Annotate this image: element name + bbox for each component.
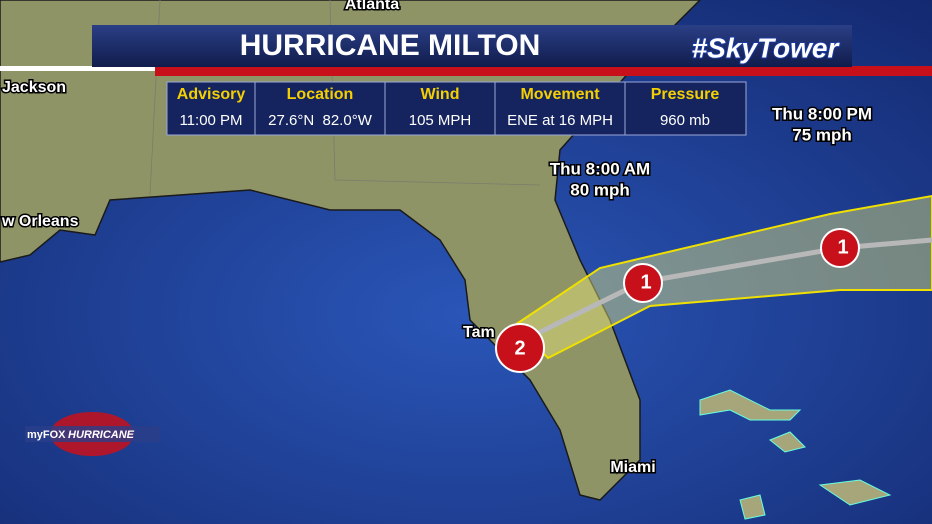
- city-label: Miami: [610, 459, 655, 476]
- forecast-time: Thu 8:00 PM: [772, 104, 872, 123]
- storm-category: 1: [640, 271, 651, 293]
- forecast-time: Thu 8:00 AM: [550, 159, 650, 178]
- islands: [699, 389, 892, 520]
- brand: #SkyTower: [692, 32, 841, 63]
- storm-category: 2: [514, 337, 525, 359]
- cell: 11:00 PM: [179, 112, 242, 129]
- city-label: w Orleans: [1, 213, 79, 230]
- logo-name: HURRICANE: [68, 429, 135, 441]
- info-table: Advisory Location Wind Movement Pressure…: [166, 81, 747, 136]
- accent-line: [155, 66, 932, 76]
- title-bar: [92, 25, 852, 67]
- title: HURRICANE MILTON: [240, 29, 541, 62]
- forecast-storm: 1: [820, 228, 860, 268]
- city-label: Tam: [463, 324, 495, 341]
- storm-category: 1: [837, 236, 848, 258]
- column-header: Location: [287, 86, 354, 103]
- forecast-track: [518, 237, 932, 345]
- current-storm: 2: [495, 323, 545, 373]
- column-header: Wind: [421, 86, 460, 103]
- forecast-wind: 75 mph: [792, 125, 852, 144]
- cell: ENE at 16 MPH: [507, 112, 613, 129]
- logo: myFOX HURRICANE: [25, 412, 160, 456]
- city-label: Atlanta: [345, 0, 399, 13]
- cell: 960 mb: [660, 112, 710, 129]
- accent-line: [0, 66, 160, 71]
- logo-brand: myFOX: [27, 429, 66, 441]
- column-header: Movement: [520, 86, 600, 103]
- forecast-wind: 80 mph: [570, 180, 630, 199]
- city-label: Jackson: [2, 79, 66, 96]
- cell: 105 MPH: [409, 112, 472, 129]
- column-header: Advisory: [177, 86, 246, 103]
- cell: 27.6°N 82.0°W: [268, 112, 373, 129]
- column-header: Pressure: [651, 86, 720, 103]
- forecast-storm: 1: [623, 263, 663, 303]
